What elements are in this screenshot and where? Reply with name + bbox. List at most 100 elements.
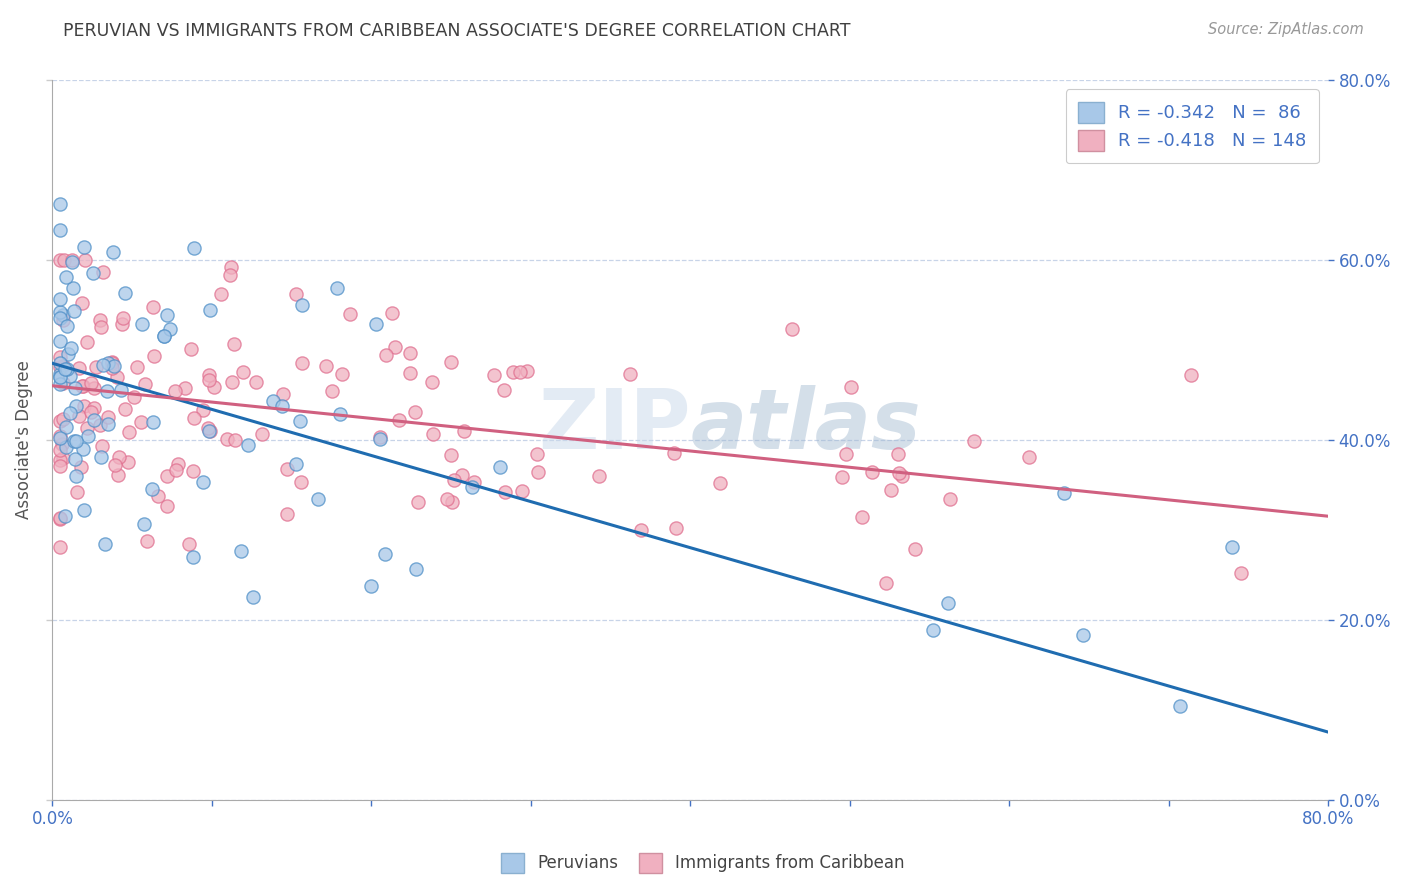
Point	[49, 443, 72, 458]
Point	[105, 370, 128, 384]
Point	[153, 328, 176, 343]
Point	[82, 266, 104, 280]
Point	[173, 381, 195, 395]
Point	[180, 343, 202, 357]
Point	[122, 390, 145, 404]
Point	[291, 298, 314, 312]
Point	[55, 440, 77, 454]
Point	[73, 239, 96, 253]
Point	[70, 378, 93, 392]
Point	[252, 427, 274, 442]
Legend: Peruvians, Immigrants from Caribbean: Peruvians, Immigrants from Caribbean	[495, 847, 911, 880]
Point	[89, 418, 111, 433]
Point	[197, 373, 219, 387]
Point	[73, 399, 96, 413]
Point	[91, 265, 114, 279]
Point	[156, 469, 179, 483]
Point	[451, 467, 474, 482]
Point	[142, 301, 165, 315]
Point	[52, 450, 75, 465]
Point	[665, 521, 688, 535]
Point	[76, 335, 98, 350]
Point	[156, 499, 179, 513]
Point	[112, 311, 135, 326]
Point	[49, 310, 72, 325]
Point	[329, 407, 352, 421]
Point	[67, 361, 90, 376]
Point	[284, 286, 307, 301]
Point	[156, 308, 179, 322]
Point	[271, 387, 294, 401]
Point	[284, 457, 307, 471]
Point	[440, 355, 463, 369]
Point	[52, 313, 75, 327]
Point	[202, 379, 225, 393]
Point	[49, 431, 72, 445]
Point	[1052, 486, 1074, 500]
Point	[53, 362, 76, 376]
Point	[73, 252, 96, 267]
Point	[153, 328, 176, 343]
Point	[904, 541, 927, 556]
Point	[509, 365, 531, 379]
Point	[67, 409, 90, 423]
Point	[131, 415, 153, 429]
Point	[141, 482, 163, 496]
Point	[108, 450, 131, 465]
Point	[271, 399, 294, 413]
Point	[489, 460, 512, 475]
Point	[114, 401, 136, 416]
Point	[938, 492, 960, 507]
Point	[134, 376, 156, 391]
Point	[484, 368, 506, 382]
Point	[398, 346, 420, 360]
Point	[101, 360, 124, 375]
Point	[332, 368, 354, 382]
Point	[91, 439, 114, 453]
Point	[366, 317, 388, 331]
Point	[422, 427, 444, 442]
Point	[440, 448, 463, 462]
Point	[56, 362, 79, 376]
Point	[179, 536, 201, 550]
Point	[63, 304, 86, 318]
Point	[1180, 368, 1202, 382]
Point	[183, 241, 205, 255]
Point	[65, 469, 87, 483]
Point	[131, 317, 153, 331]
Point	[103, 245, 125, 260]
Point	[52, 308, 75, 322]
Point	[1220, 541, 1243, 555]
Point	[374, 348, 396, 362]
Point	[49, 367, 72, 381]
Point	[262, 393, 284, 408]
Point	[526, 446, 548, 460]
Point	[839, 380, 862, 394]
Point	[60, 252, 83, 267]
Point	[922, 623, 945, 637]
Point	[107, 468, 129, 483]
Point	[662, 446, 685, 460]
Point	[453, 425, 475, 439]
Point	[103, 359, 125, 373]
Point	[52, 412, 75, 426]
Point	[65, 399, 87, 413]
Point	[110, 384, 132, 398]
Point	[76, 420, 98, 434]
Point	[69, 459, 91, 474]
Point	[368, 430, 391, 444]
Point	[181, 464, 204, 478]
Point	[619, 368, 641, 382]
Point	[146, 489, 169, 503]
Point	[887, 466, 910, 480]
Point	[221, 260, 243, 274]
Point	[117, 455, 139, 469]
Point	[232, 365, 254, 379]
Point	[420, 376, 443, 390]
Point	[229, 544, 252, 558]
Point	[436, 491, 458, 506]
Point	[52, 359, 75, 374]
Point	[96, 384, 118, 398]
Point	[52, 252, 75, 267]
Point	[49, 360, 72, 375]
